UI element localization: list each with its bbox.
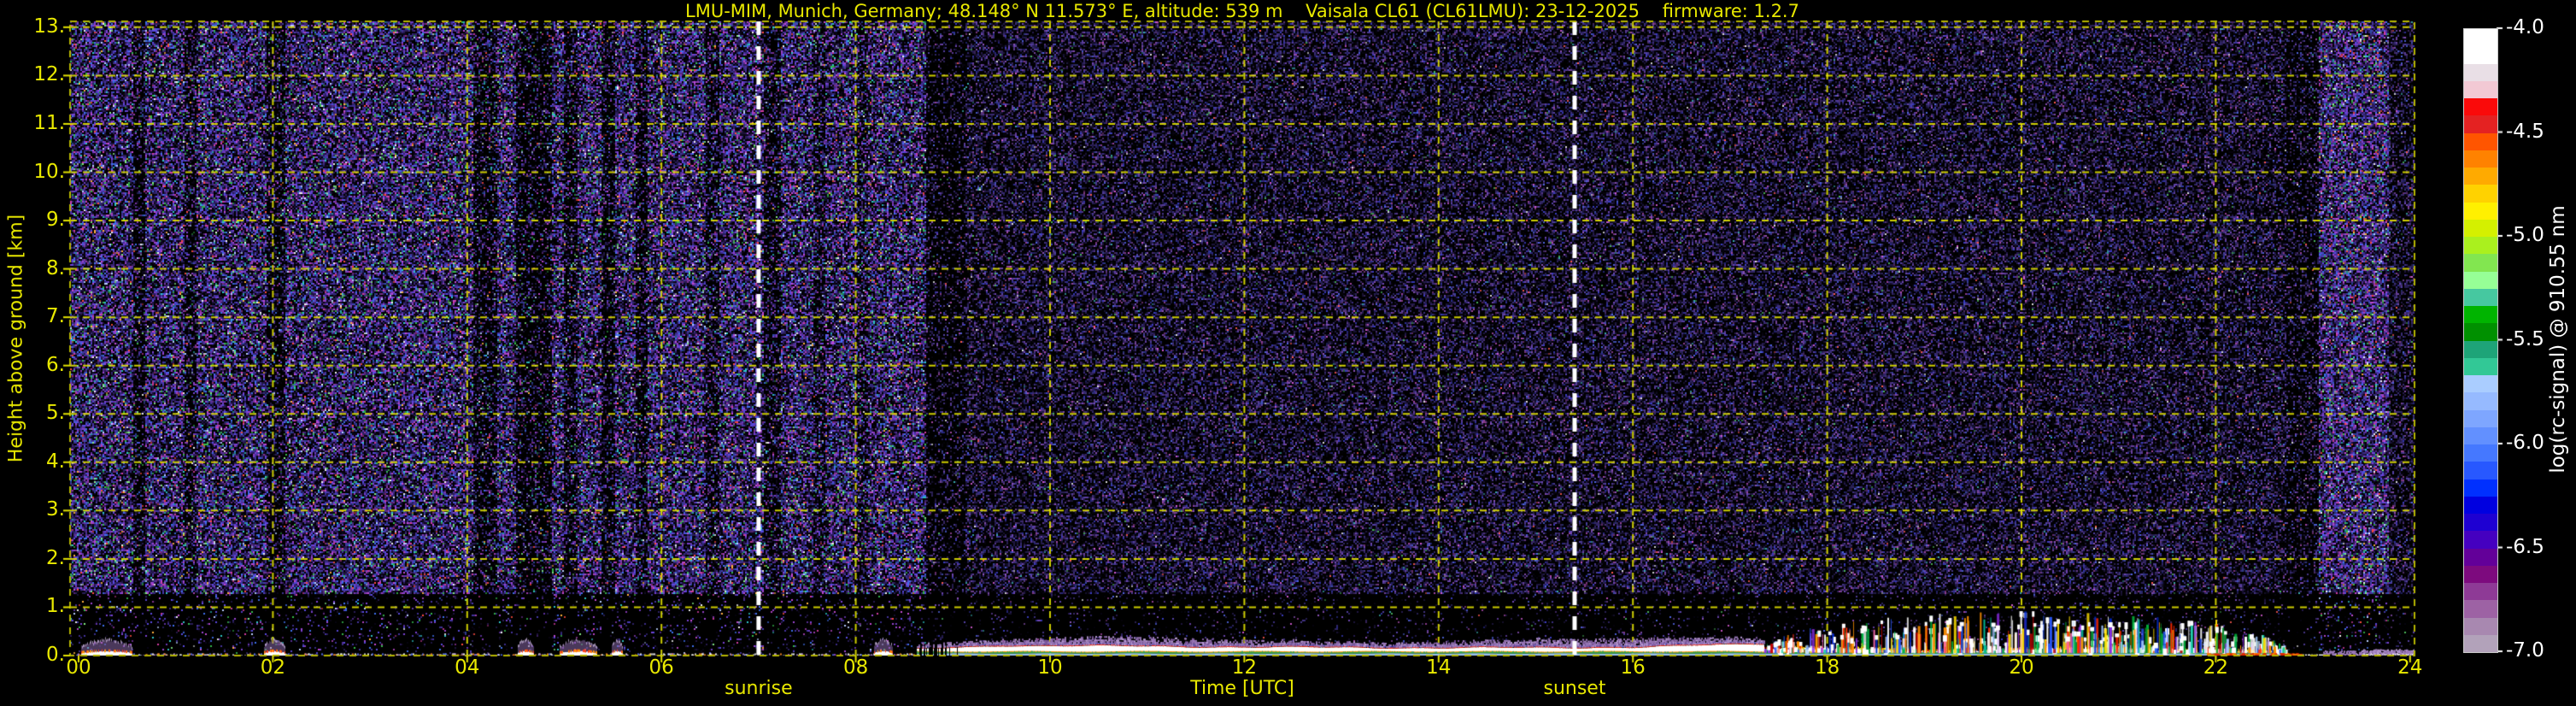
colorbar-tick-label: -4.0 xyxy=(2506,16,2544,38)
colorbar-segment xyxy=(2464,29,2497,47)
y-tick-label: 0. xyxy=(46,644,65,666)
y-tick-label: 1. xyxy=(46,595,65,618)
x-tick-label: 14 xyxy=(1426,656,1452,679)
y-tick-label: 13. xyxy=(33,15,65,38)
colorbar-segment xyxy=(2464,254,2497,272)
colorbar-segment xyxy=(2464,496,2497,514)
colorbar-segment xyxy=(2464,444,2497,462)
x-tick-label: 06 xyxy=(648,656,674,679)
colorbar-segment xyxy=(2464,115,2497,133)
y-tick-label: 3. xyxy=(46,498,65,521)
colorbar-segment xyxy=(2464,323,2497,341)
y-tick-label: 9. xyxy=(46,209,65,232)
sunrise-annotation: sunrise xyxy=(725,678,793,699)
colorbar-segment xyxy=(2464,202,2497,220)
colorbar-segment xyxy=(2464,63,2497,81)
colorbar-segment xyxy=(2464,409,2497,427)
x-tick-label: 18 xyxy=(1814,656,1840,679)
colorbar-segment xyxy=(2464,583,2497,601)
y-tick-label: 10. xyxy=(33,160,65,183)
colorbar-tick-label: -6.5 xyxy=(2506,535,2544,558)
colorbar-segment xyxy=(2464,375,2497,393)
colorbar-segment xyxy=(2464,271,2497,289)
colorbar-segment xyxy=(2464,427,2497,444)
colorbar-segment xyxy=(2464,617,2497,635)
x-tick-label: 12 xyxy=(1231,656,1258,679)
x-tick-label: 20 xyxy=(2009,656,2034,679)
colorbar-tick-label: -6.0 xyxy=(2506,432,2544,454)
colorbar-segment xyxy=(2464,514,2497,532)
y-axis-label: Height above ground [km] xyxy=(5,214,27,463)
x-tick-label: 24 xyxy=(2397,656,2423,679)
colorbar-segment xyxy=(2464,392,2497,410)
colorbar-segment xyxy=(2464,479,2497,497)
colorbar-segment xyxy=(2464,565,2497,583)
colorbar-tick-label: -7.0 xyxy=(2506,639,2544,662)
colorbar-segment xyxy=(2464,46,2497,64)
x-tick-label: 10 xyxy=(1037,656,1063,679)
y-tick-label: 12. xyxy=(33,63,65,86)
colorbar-segment xyxy=(2464,340,2497,358)
colorbar-segment xyxy=(2464,548,2497,566)
y-tick-label: 4. xyxy=(46,450,65,473)
colorbar-segment xyxy=(2464,462,2497,479)
colorbar-segment xyxy=(2464,132,2497,150)
y-tick-label: 8. xyxy=(46,256,65,279)
colorbar-segment xyxy=(2464,531,2497,549)
colorbar-segment xyxy=(2464,634,2497,652)
colorbar-segment xyxy=(2464,306,2497,324)
colorbar-segment xyxy=(2464,150,2497,168)
x-axis-label: Time [UTC] xyxy=(1190,678,1294,699)
x-tick-label: 22 xyxy=(2203,656,2229,679)
y-tick-label: 5. xyxy=(46,402,65,425)
colorbar-segment xyxy=(2464,288,2497,306)
colorbar-segment xyxy=(2464,600,2497,618)
colorbar-segment xyxy=(2464,80,2497,98)
colorbar-tick-label: -4.5 xyxy=(2506,120,2544,143)
colorbar-segment xyxy=(2464,185,2497,203)
colorbar-segment xyxy=(2464,219,2497,237)
y-tick-label: 11. xyxy=(33,111,65,134)
x-tick-label: 04 xyxy=(455,656,480,679)
x-tick-label: 16 xyxy=(1620,656,1646,679)
colorbar-segment xyxy=(2464,357,2497,375)
colorbar xyxy=(2463,28,2498,653)
colorbar-segment xyxy=(2464,98,2497,116)
y-tick-label: 6. xyxy=(46,353,65,376)
colorbar-tick-label: -5.5 xyxy=(2506,327,2544,350)
x-tick-label: 02 xyxy=(260,656,286,679)
colorbar-segment xyxy=(2464,237,2497,255)
colorbar-tick-label: -5.0 xyxy=(2506,224,2544,246)
y-tick-label: 7. xyxy=(46,305,65,328)
sunset-annotation: sunset xyxy=(1543,678,1606,699)
plot-title: LMU-MIM, Munich, Germany; 48.148° N 11.5… xyxy=(685,1,1799,21)
x-tick-label: 08 xyxy=(842,656,869,679)
colorbar-segment xyxy=(2464,168,2497,185)
y-tick-label: 2. xyxy=(46,546,65,569)
x-tick-label: 00 xyxy=(66,656,91,679)
